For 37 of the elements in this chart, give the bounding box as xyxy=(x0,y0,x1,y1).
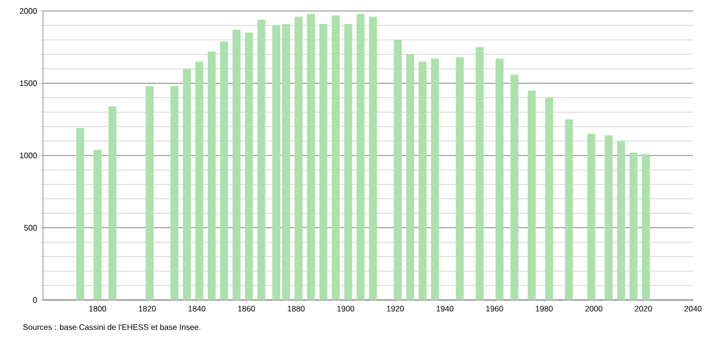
bar xyxy=(306,14,315,300)
bar xyxy=(208,51,216,300)
bar xyxy=(232,30,240,300)
bar xyxy=(294,16,303,300)
bar xyxy=(642,154,650,300)
bar xyxy=(76,128,84,300)
bar xyxy=(528,90,536,300)
bar xyxy=(510,74,518,300)
bar xyxy=(476,47,484,300)
bar xyxy=(170,86,178,300)
bar xyxy=(146,86,154,300)
bar xyxy=(496,58,504,300)
bar xyxy=(418,62,427,300)
bar xyxy=(257,20,266,300)
bar xyxy=(195,62,204,300)
bar xyxy=(220,41,228,300)
bar xyxy=(617,141,626,300)
bar xyxy=(356,14,365,300)
bar xyxy=(406,54,414,300)
bar xyxy=(431,58,439,300)
bar xyxy=(456,57,464,300)
bar xyxy=(629,152,638,300)
bar xyxy=(244,32,253,300)
bar xyxy=(94,150,102,300)
bar xyxy=(272,25,280,300)
bar xyxy=(108,106,116,300)
bar xyxy=(332,15,340,300)
bar xyxy=(282,24,290,300)
bar xyxy=(394,40,402,300)
bar xyxy=(587,134,596,300)
bar xyxy=(319,24,328,300)
bar xyxy=(368,16,377,300)
bar xyxy=(545,98,554,300)
bar xyxy=(182,68,191,300)
bar xyxy=(604,135,613,300)
bar xyxy=(564,119,573,300)
bar xyxy=(344,24,352,300)
